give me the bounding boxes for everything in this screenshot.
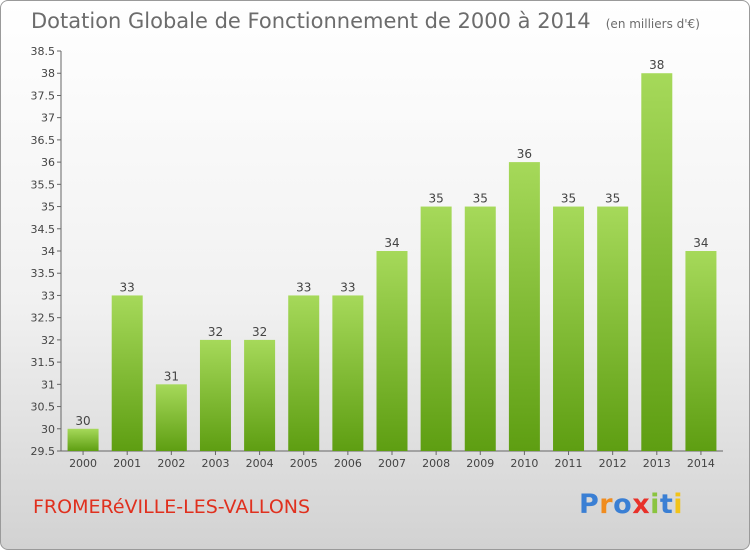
y-tick-label: 34.5 <box>31 223 56 236</box>
x-tick-label: 2001 <box>113 457 141 470</box>
y-tick-label: 36.5 <box>31 134 56 147</box>
x-tick-label: 2012 <box>599 457 627 470</box>
y-tick-label: 38.5 <box>31 45 56 58</box>
x-tick-label: 2000 <box>69 457 97 470</box>
data-label: 32 <box>252 325 267 339</box>
bar <box>376 251 408 451</box>
y-tick-label: 30 <box>41 423 55 436</box>
y-tick-label: 33 <box>41 289 55 302</box>
x-tick-label: 2002 <box>157 457 185 470</box>
chart-title-block: Dotation Globale de Fonctionnement de 20… <box>31 9 700 33</box>
data-label: 33 <box>340 280 355 294</box>
bar <box>597 206 629 451</box>
bar <box>288 295 320 451</box>
data-label: 35 <box>428 192 443 206</box>
y-tick-label: 31 <box>41 378 55 391</box>
y-tick-label: 31.5 <box>31 356 56 369</box>
y-tick-label: 33.5 <box>31 267 56 280</box>
y-tick-label: 37.5 <box>31 89 56 102</box>
data-label: 38 <box>649 58 664 72</box>
chart-unit: (en milliers d'€) <box>605 17 700 31</box>
x-tick-label: 2010 <box>510 457 538 470</box>
y-tick-label: 35.5 <box>31 178 56 191</box>
y-tick-label: 35 <box>41 201 55 214</box>
x-tick-label: 2007 <box>378 457 406 470</box>
x-tick-label: 2011 <box>555 457 583 470</box>
data-label: 33 <box>296 280 311 294</box>
bar <box>641 73 673 451</box>
x-tick-label: 2003 <box>201 457 229 470</box>
x-tick-label: 2008 <box>422 457 450 470</box>
proxiti-logo: Proxiti <box>579 489 684 520</box>
x-tick-label: 2013 <box>643 457 671 470</box>
data-label: 33 <box>120 280 135 294</box>
bar <box>67 428 99 451</box>
data-label: 34 <box>693 236 708 250</box>
bar <box>553 206 585 451</box>
data-label: 30 <box>75 414 90 428</box>
y-tick-label: 32 <box>41 334 55 347</box>
data-label: 35 <box>561 192 576 206</box>
x-tick-label: 2005 <box>290 457 318 470</box>
bar <box>199 339 231 451</box>
data-label: 36 <box>517 147 532 161</box>
x-tick-label: 2014 <box>687 457 715 470</box>
y-tick-label: 37 <box>41 112 55 125</box>
y-tick-label: 30.5 <box>31 401 56 414</box>
x-tick-label: 2004 <box>246 457 274 470</box>
bar <box>111 295 143 451</box>
x-tick-label: 2006 <box>334 457 362 470</box>
bar <box>155 384 187 451</box>
bar <box>508 162 540 451</box>
bar <box>685 251 717 451</box>
y-tick-label: 36 <box>41 156 55 169</box>
data-label: 31 <box>164 369 179 383</box>
chart-title: Dotation Globale de Fonctionnement de 20… <box>31 9 591 33</box>
y-tick-label: 38 <box>41 67 55 80</box>
data-label: 34 <box>384 236 399 250</box>
y-tick-label: 29.5 <box>31 445 56 458</box>
bar <box>420 206 452 451</box>
x-tick-label: 2009 <box>466 457 494 470</box>
data-label: 35 <box>605 192 620 206</box>
bar <box>464 206 496 451</box>
data-label: 32 <box>208 325 223 339</box>
y-tick-label: 32.5 <box>31 312 56 325</box>
bar <box>332 295 364 451</box>
bar <box>244 339 276 451</box>
data-label: 35 <box>473 192 488 206</box>
y-tick-label: 34 <box>41 245 55 258</box>
commune-name: FROMERéVILLE-LES-VALLONS <box>33 496 311 518</box>
